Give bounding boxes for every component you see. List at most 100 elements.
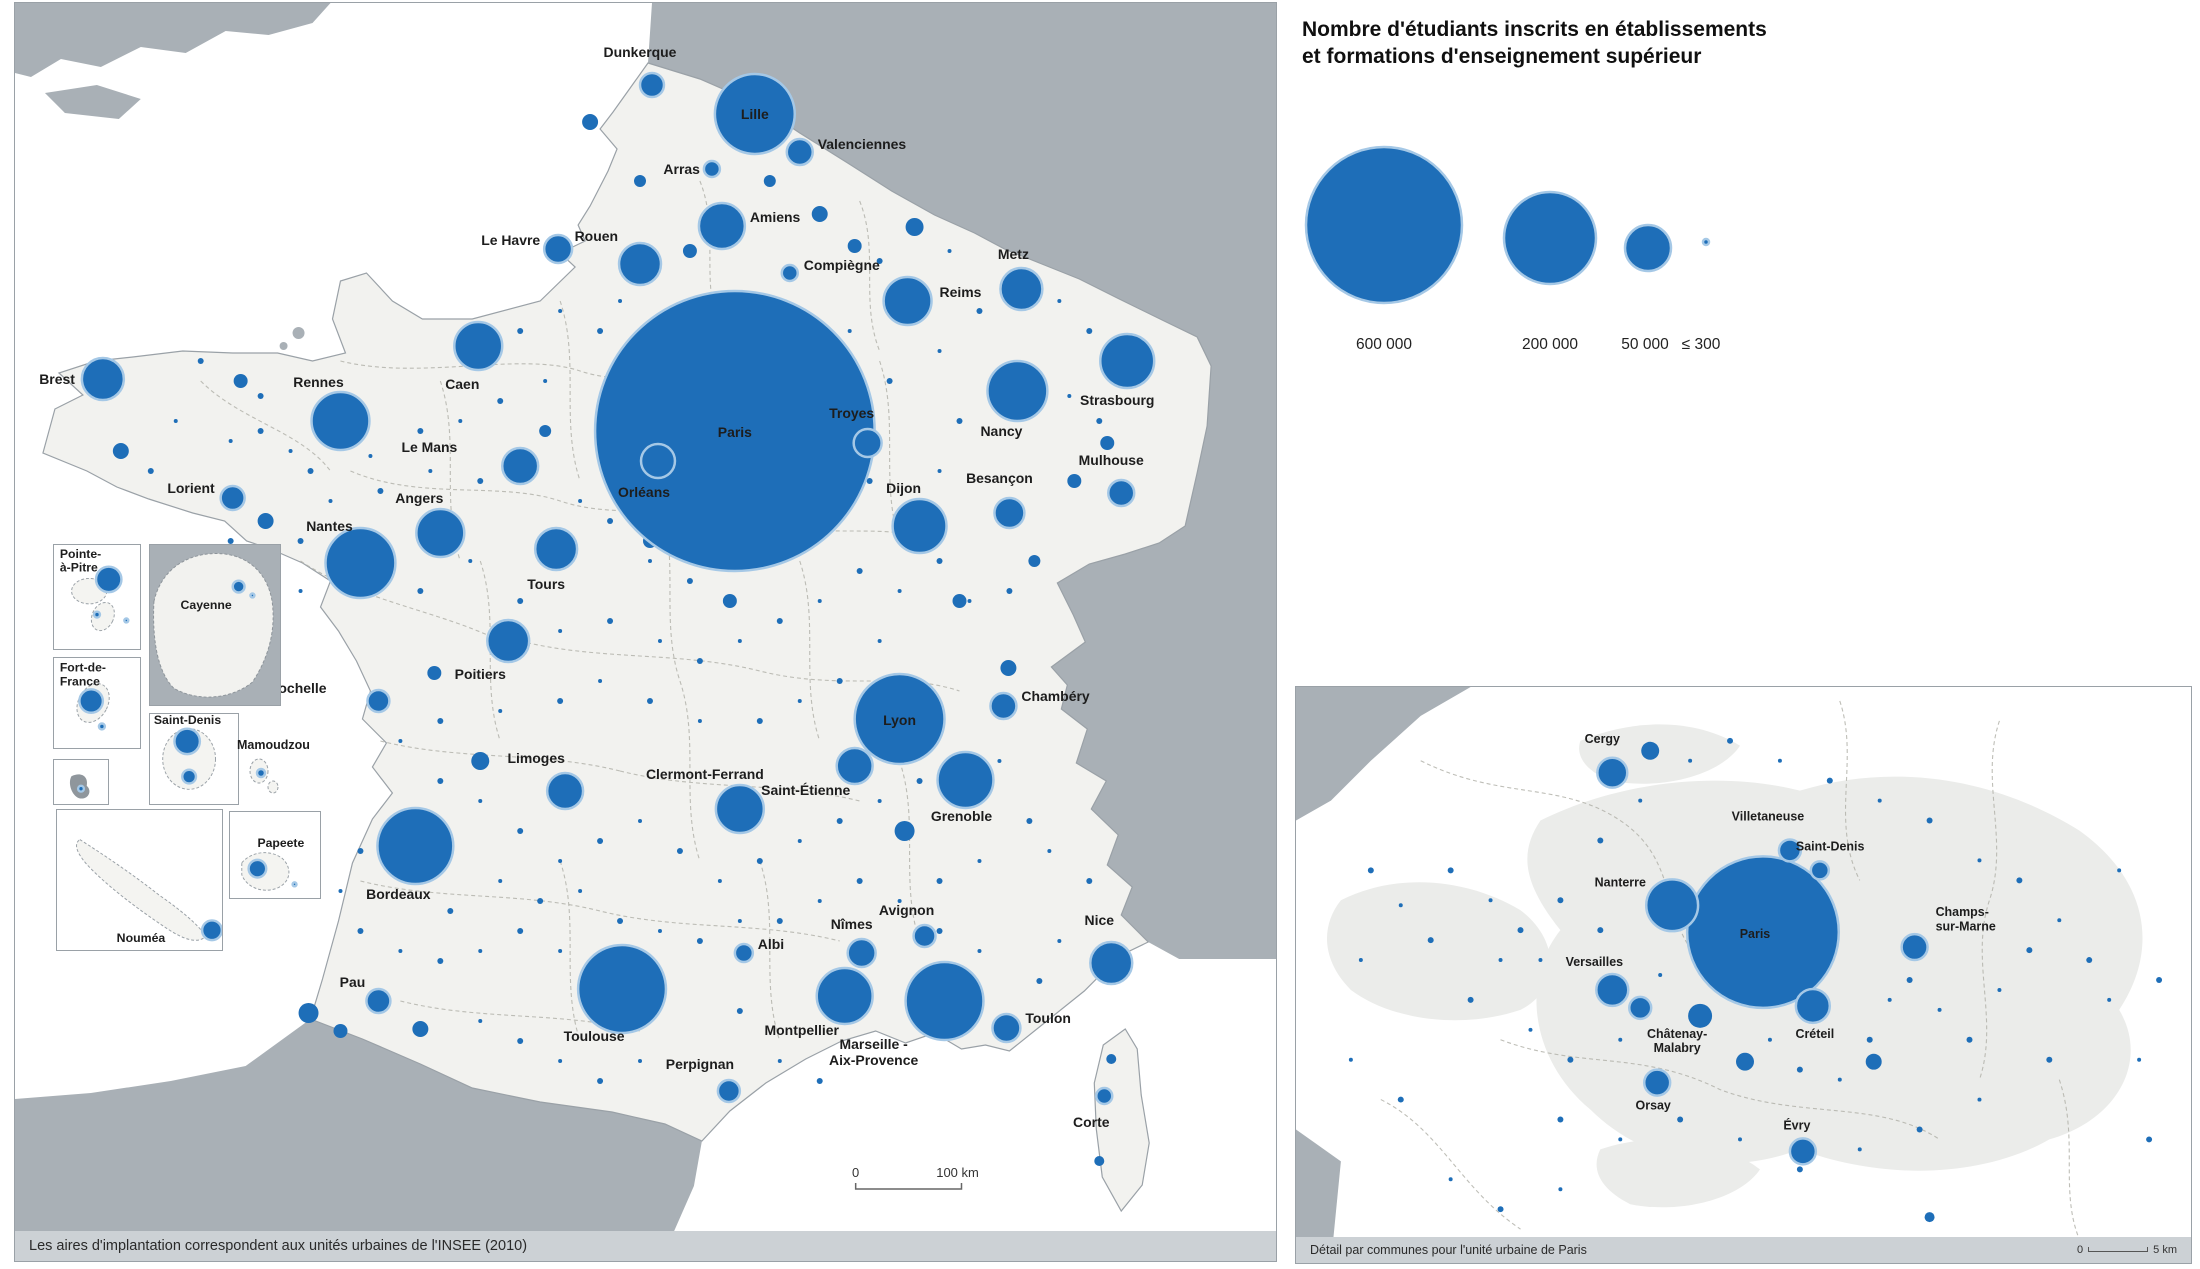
city-label-caen: Caen	[445, 376, 479, 392]
paris-site-dot	[2057, 918, 2062, 923]
paris-site-dot	[1857, 1147, 1862, 1152]
minor-site-dot	[876, 258, 883, 264]
paris-site-dot	[1688, 1003, 1713, 1028]
minor-site-dot	[543, 379, 548, 383]
inset-label: Papeete	[257, 836, 304, 850]
minor-site-dot	[428, 469, 433, 473]
paris-circle-saint-denis	[1809, 860, 1831, 881]
paris-site-dot	[1597, 837, 1604, 844]
minor-site-dot	[517, 328, 524, 334]
inset-circle	[255, 767, 267, 779]
main-map-scale-bar: 0 100 km	[852, 1165, 979, 1190]
inset-martinique: Fort-de- France	[53, 657, 141, 749]
minor-site-dot	[398, 949, 403, 953]
inset-label: Pointe-	[60, 547, 101, 561]
paris-site-dot	[1397, 1096, 1404, 1103]
paris-site-dot	[1638, 798, 1643, 803]
minor-site-dot	[847, 329, 852, 333]
svg-text:100 km: 100 km	[936, 1165, 978, 1180]
paris-site-dot	[1497, 1206, 1504, 1213]
city-circle-grenoble	[936, 750, 995, 810]
city-label-toulouse: Toulouse	[564, 1028, 625, 1044]
inset-circle	[97, 722, 107, 731]
minor-site-dot	[1028, 555, 1041, 567]
minor-site-dot	[696, 938, 703, 944]
minor-site-dot	[956, 418, 963, 424]
paris-site-dot	[1937, 1007, 1942, 1012]
paris-site-dot	[1688, 758, 1693, 763]
minor-site-dot	[1026, 818, 1033, 824]
city-label-toulon: Toulon	[1025, 1010, 1070, 1026]
legend-value-2: 50 000	[1621, 336, 1669, 353]
minor-site-dot	[517, 928, 524, 934]
minor-site-dot	[288, 449, 293, 453]
paris-site-dot	[1517, 927, 1524, 934]
paris-site-dot	[1924, 1212, 1935, 1223]
city-circle-montpellier	[815, 966, 874, 1026]
main-map-caption: Les aires d'implantation correspondent a…	[15, 1231, 1276, 1261]
minor-site-dot	[417, 428, 424, 434]
paris-site-dot	[1528, 1027, 1533, 1032]
paris-site-dot	[1677, 1116, 1684, 1123]
city-label-poitiers: Poitiers	[455, 666, 506, 682]
city-circle-strasbourg	[1099, 332, 1156, 390]
minor-site-dot	[471, 752, 490, 770]
city-label-le-havre: Le Havre	[481, 232, 540, 248]
paris-label-villetaneuse: Villetaneuse	[1732, 810, 1805, 824]
city-label-limoges: Limoges	[507, 750, 565, 766]
minor-site-dot	[338, 889, 343, 893]
minor-site-dot	[756, 858, 763, 864]
minor-site-dot	[1086, 878, 1093, 884]
inset-circle	[181, 768, 198, 785]
city-circle-lyon	[853, 672, 946, 766]
paris-site-dot	[1877, 798, 1882, 803]
paris-site-dot	[1796, 1066, 1803, 1073]
legend-title-line2: et formations d'enseignement supérieur	[1302, 45, 1702, 69]
city-circle-le-mans	[500, 446, 540, 486]
paris-label-versailles: Versailles	[1566, 955, 1624, 969]
city-circle-le-havre	[542, 233, 574, 265]
city-label-lille: Lille	[741, 106, 769, 122]
inset-noumea: Nouméa	[56, 809, 223, 951]
city-circle-metz	[999, 266, 1044, 312]
paris-site-dot	[1977, 1097, 1982, 1102]
city-label-marseille: Aix-Provence	[829, 1052, 918, 1068]
paris-site-dot	[1865, 1053, 1882, 1070]
minor-site-dot	[558, 309, 563, 313]
minor-site-dot	[558, 629, 563, 633]
paris-scale-line	[2088, 1247, 2149, 1252]
minor-site-dot	[558, 949, 563, 953]
paris-site-dot	[1567, 1056, 1574, 1063]
inset-label: à-Pitre	[60, 561, 98, 575]
minor-site-dot	[947, 249, 952, 253]
paris-circle-paris-uu	[1685, 855, 1841, 1010]
minor-site-dot	[817, 899, 822, 903]
city-circle-toulouse	[576, 943, 668, 1035]
minor-site-dot	[297, 538, 304, 544]
minor-site-dot	[811, 206, 828, 222]
paris-site-dot	[2107, 997, 2112, 1002]
minor-site-dot	[657, 929, 662, 933]
minor-site-dot	[478, 1019, 483, 1023]
paris-site-dot	[1597, 927, 1604, 934]
paris-label-cergy: Cergy	[1585, 732, 1620, 746]
paris-site-dot	[1618, 1037, 1623, 1042]
minor-site-dot	[558, 859, 563, 863]
city-label-paris: Paris	[718, 424, 752, 440]
inset-circle	[231, 579, 246, 594]
paris-site-dot	[1926, 817, 1933, 824]
minor-site-dot	[763, 175, 776, 187]
inset-circle	[78, 688, 105, 714]
corsica	[1093, 1028, 1150, 1213]
france-map: Dunkerque Lille Valenciennes Arras Amiens Le …	[15, 3, 1276, 1261]
city-circle-limoges	[545, 771, 585, 811]
city-label-chambery: Chambéry	[1021, 688, 1089, 704]
minor-site-dot	[1057, 939, 1062, 943]
paris-circle-cergy	[1596, 756, 1629, 789]
paris-site-dot	[1358, 958, 1363, 963]
minor-site-dot	[697, 719, 702, 723]
paris-site-dot	[1367, 867, 1374, 874]
minor-site-dot	[737, 639, 742, 643]
inset-papeete: Papeete	[229, 811, 321, 899]
paris-site-dot	[1887, 997, 1892, 1002]
